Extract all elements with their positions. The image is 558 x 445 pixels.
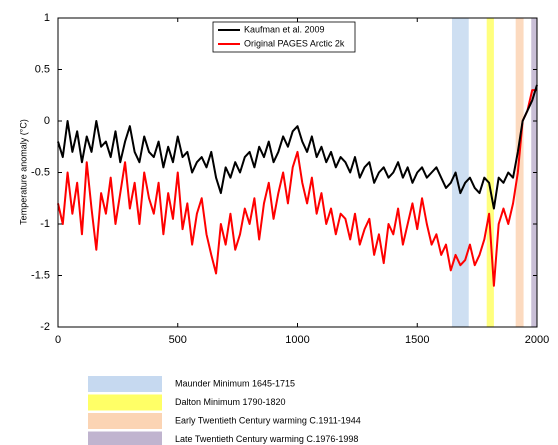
y-axis-label: Temperature anomaly (°C)	[18, 119, 28, 225]
band-legend-label: Maunder Minimum 1645-1715	[175, 378, 295, 388]
legend-label: Kaufman et al. 2009	[244, 24, 325, 34]
band-legend-label: Early Twentieth Century warming C.1911-1…	[175, 415, 361, 425]
y-tick-label: 1	[44, 12, 50, 24]
period-band	[451, 18, 469, 327]
y-tick-label: -1.5	[31, 269, 50, 281]
x-tick-label: 0	[55, 334, 61, 346]
x-tick-label: 2000	[525, 334, 549, 346]
band-legend-swatch	[88, 431, 162, 445]
legend-box	[212, 21, 356, 53]
y-tick-label: 0.5	[35, 63, 50, 75]
x-tick-label: 1000	[285, 334, 309, 346]
period-band	[486, 18, 494, 327]
y-tick-label: -2	[40, 321, 50, 333]
band-legend-swatch	[88, 394, 162, 411]
plot-area	[57, 84, 538, 287]
band-legend-label: Late Twentieth Century warming C.1976-19…	[175, 434, 358, 444]
x-tick-label: 500	[169, 334, 187, 346]
y-tick-label: 0	[44, 115, 50, 127]
legend-label: Original PAGES Arctic 2k	[244, 38, 345, 48]
band-legend-swatch	[88, 376, 162, 392]
series-line	[57, 84, 538, 210]
y-tick-label: -0.5	[31, 166, 50, 178]
x-tick-label: 1500	[405, 334, 429, 346]
period-band	[515, 18, 524, 327]
y-tick-label: -1	[40, 218, 50, 230]
band-legend-swatch	[88, 413, 162, 429]
series-line	[57, 89, 537, 287]
band-legend-label: Dalton Minimum 1790-1820	[175, 397, 286, 407]
